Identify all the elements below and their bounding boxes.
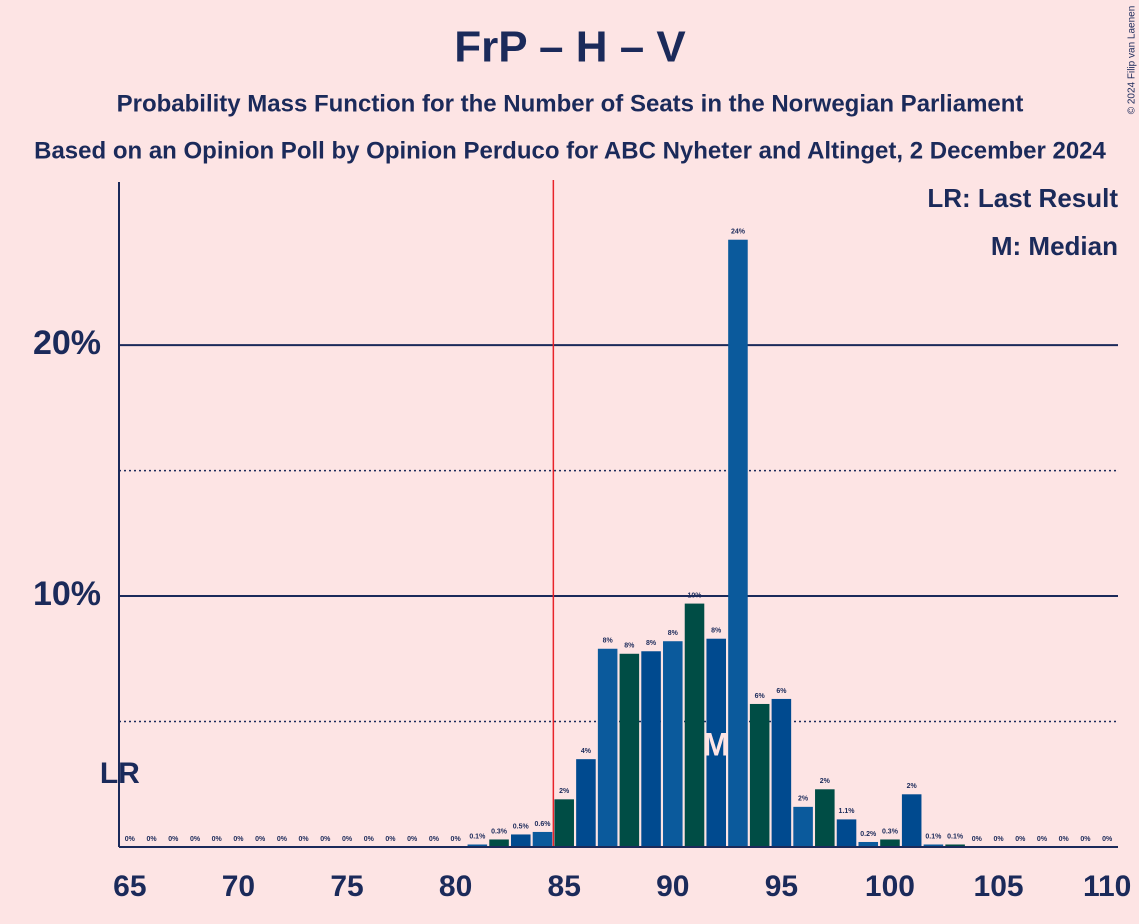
bar [771, 698, 792, 847]
x-tick-label: 100 [865, 870, 915, 903]
value-label: 0% [1080, 836, 1091, 843]
value-label: 10% [688, 592, 703, 599]
bar [684, 603, 705, 847]
bar [619, 653, 640, 847]
value-label: 8% [603, 638, 614, 645]
bar [880, 839, 900, 847]
value-label: 0.3% [491, 828, 508, 835]
value-label: 1.1% [839, 808, 856, 815]
value-label: 0% [212, 836, 223, 843]
value-label: 0% [385, 836, 396, 843]
bar [663, 641, 683, 847]
value-label: 8% [668, 630, 679, 637]
value-label: 0% [972, 836, 983, 843]
value-label: 6% [776, 688, 787, 695]
x-tick-label: 105 [974, 870, 1024, 903]
y-tick-label: 20% [33, 324, 101, 362]
value-label: 8% [711, 628, 722, 635]
x-tick-label: 75 [330, 870, 363, 903]
value-label: 4% [581, 748, 592, 755]
x-tick-label: 95 [765, 870, 798, 903]
x-tick-label: 90 [656, 870, 689, 903]
copyright: © 2024 Filip van Laenen [1127, 6, 1138, 115]
bar [728, 239, 748, 847]
bar [923, 844, 944, 847]
value-label: 0% [429, 836, 440, 843]
bar [749, 703, 770, 847]
value-label: 0% [1015, 836, 1026, 843]
bar [901, 794, 922, 847]
value-label: 0% [147, 836, 158, 843]
value-label: 6% [755, 693, 766, 700]
value-label: 2% [820, 778, 831, 785]
bar [706, 638, 727, 847]
value-label: 0.6% [535, 821, 552, 828]
bar [576, 759, 596, 847]
value-label: 0% [364, 836, 375, 843]
value-label: 0.1% [947, 833, 964, 840]
chart-subtitle: Probability Mass Function for the Number… [117, 90, 1024, 117]
chart-subtitle: Based on an Opinion Poll by Opinion Perd… [34, 137, 1106, 164]
last-result-label: LR [100, 757, 140, 790]
value-label: 0% [451, 836, 462, 843]
value-label: 0% [255, 836, 266, 843]
value-label: 0% [277, 836, 288, 843]
value-label: 0% [1037, 836, 1048, 843]
value-label: 2% [798, 796, 809, 803]
bar [554, 799, 574, 847]
x-tick-label: 110 [1083, 870, 1131, 903]
value-label: 0% [190, 836, 201, 843]
x-tick-label: 65 [113, 870, 146, 903]
median-label: M [703, 726, 730, 762]
value-label: 0% [299, 836, 310, 843]
value-label: 0% [1102, 836, 1113, 843]
value-label: 0% [168, 836, 179, 843]
value-label: 24% [731, 229, 746, 236]
legend-entry: LR: Last Result [927, 183, 1118, 213]
value-label: 0.2% [860, 831, 877, 838]
value-label: 8% [646, 640, 657, 647]
bar [858, 841, 879, 847]
bar [836, 819, 857, 847]
bar [641, 651, 661, 847]
value-label: 0% [125, 836, 136, 843]
bar [532, 831, 553, 847]
bar [597, 648, 618, 847]
bar [793, 806, 813, 847]
legend-entry: M: Median [991, 231, 1118, 261]
bar [945, 844, 965, 847]
value-label: 0.1% [469, 833, 486, 840]
chart-title: FrP – H – V [454, 23, 686, 72]
value-label: 0% [993, 836, 1004, 843]
value-label: 2% [559, 788, 570, 795]
value-label: 0% [342, 836, 353, 843]
value-label: 0.3% [882, 828, 899, 835]
value-label: 0.5% [513, 823, 530, 830]
x-tick-label: 85 [548, 870, 581, 903]
x-tick-label: 70 [222, 870, 255, 903]
bar [510, 834, 531, 847]
x-tick-label: 80 [439, 870, 472, 903]
value-label: 0.1% [925, 833, 942, 840]
value-label: 0% [407, 836, 418, 843]
bar [489, 839, 509, 847]
y-tick-label: 10% [33, 575, 101, 613]
value-label: 0% [233, 836, 244, 843]
bar [815, 789, 835, 847]
value-label: 8% [624, 643, 635, 650]
value-label: 0% [320, 836, 331, 843]
bar [467, 844, 488, 847]
value-label: 2% [907, 783, 918, 790]
value-label: 0% [1059, 836, 1070, 843]
